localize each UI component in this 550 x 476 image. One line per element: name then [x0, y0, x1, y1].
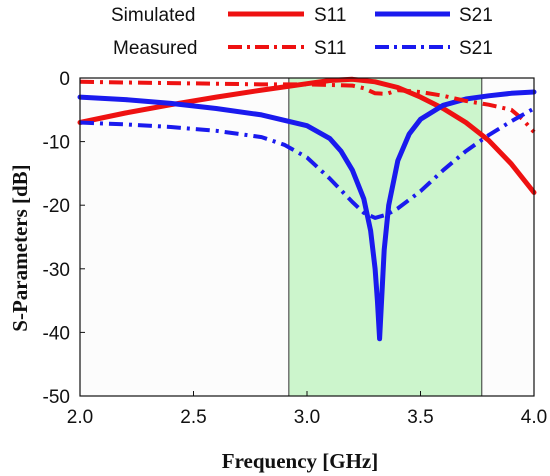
x-tick-label: 3.5: [407, 407, 433, 428]
series-measured-s21: [79, 106, 535, 220]
x-tick-layer: 2.0 2.5 3.0 3.5 4.0: [67, 391, 547, 428]
x-tick-label: 2.5: [180, 407, 206, 428]
y-tick-label: -30: [43, 260, 70, 281]
y-axis-label: S-Parameters [dB]: [8, 164, 32, 331]
legend-entry-measured-s11: S11: [314, 38, 346, 59]
legend-entry-simulated-s11: S11: [314, 5, 346, 26]
legend-group-measured: Measured: [113, 38, 198, 59]
series-measured-s11: [79, 79, 536, 134]
x-tick-label: 2.0: [67, 407, 93, 428]
legend-entry-simulated-s21: S21: [459, 5, 493, 26]
series-layer: [77, 76, 537, 342]
y-tick-label: -10: [43, 133, 70, 154]
legend: Simulated S11 S21 Measured S11 S21: [111, 5, 493, 59]
legend-group-simulated: Simulated: [111, 5, 196, 26]
series-simulated-s11: [77, 76, 537, 195]
x-tick-label: 4.0: [521, 407, 547, 428]
y-tick-label: -40: [43, 323, 70, 344]
y-tick-label: -20: [43, 196, 70, 217]
x-axis-label: Frequency [GHz]: [222, 449, 379, 473]
legend-entry-measured-s21: S21: [459, 38, 493, 59]
y-tick-label: 0: [59, 69, 70, 90]
x-tick-label: 3.0: [294, 407, 320, 428]
series-simulated-s21: [77, 89, 537, 342]
y-tick-label: -50: [43, 387, 70, 408]
y-tick-layer: 0 -10 -20 -30 -40 -50: [43, 69, 85, 408]
